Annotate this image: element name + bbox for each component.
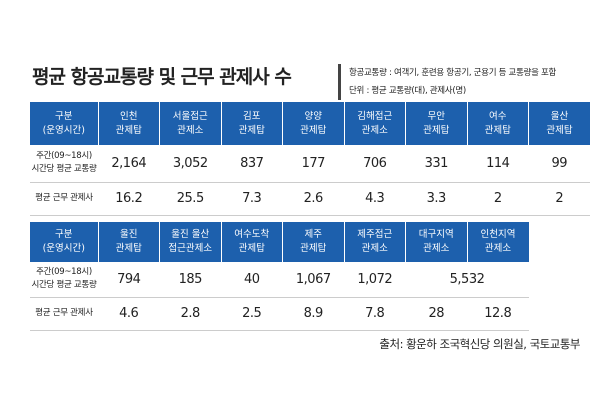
data-table: 구분 (운영시간) 울진 관제탑 울진 울산 접근관제소 여수도착 관제탑 제주 관제탑… — [30, 222, 529, 331]
column-header: 제주 관제탑 — [282, 222, 344, 262]
data-row: 주간(09~18시) 시간당 평균 교통량 2,164 3,052 837 177 706… — [30, 145, 590, 183]
cell: 4.6 — [98, 297, 160, 331]
column-header: 인천지역 관제소 — [466, 222, 529, 262]
cell: 99 — [528, 145, 590, 183]
cell: 2 — [528, 182, 590, 216]
source: 출처: 황운하 조국혁신당 의원실, 국토교통부 — [379, 337, 580, 351]
column-header: 구분 (운영시간) — [30, 222, 98, 262]
note: 항공교통량 : 여객기, 훈련용 항공기, 군용기 등 교통량을 포함 — [349, 68, 557, 78]
cell: 1,072 — [344, 262, 406, 298]
column-header: 인천 관제탑 — [97, 102, 160, 145]
column-header: 대구지역 관제소 — [405, 222, 467, 262]
data-table: 구분 (운영시간) 인천 관제탑 서울접근 관제소 김포 관제탑 양양 관제탑 김해접근 … — [30, 102, 590, 216]
cell: 331 — [405, 145, 467, 183]
cell: 40 — [221, 262, 283, 298]
cell: 5,532 — [405, 262, 529, 298]
header-row: 구분 (운영시간) 울진 관제탑 울진 울산 접근관제소 여수도착 관제탑 제주 관제탑… — [30, 222, 529, 262]
column-header: 울진 울산 접근관제소 — [159, 222, 221, 262]
cell: 2.5 — [221, 297, 283, 331]
column-header: 양양 관제탑 — [282, 102, 344, 145]
header-row: 구분 (운영시간) 인천 관제탑 서울접근 관제소 김포 관제탑 양양 관제탑 김해접근 … — [30, 102, 590, 145]
column-header: 여수 관제탑 — [466, 102, 529, 145]
cell: 8.9 — [282, 297, 344, 331]
column-header: 서울접근 관제소 — [159, 102, 221, 145]
cell: 1,067 — [282, 262, 344, 298]
cell: 12.8 — [467, 297, 529, 331]
row-label: 주간(09~18시) 시간당 평균 교통량 — [30, 145, 98, 183]
row-label: 주간(09~18시) 시간당 평균 교통량 — [30, 262, 98, 298]
cell: 2.6 — [282, 182, 344, 216]
column-header: 울산 관제탑 — [528, 102, 590, 145]
cell: 837 — [221, 145, 283, 183]
cell: 706 — [344, 145, 406, 183]
cell: 794 — [98, 262, 160, 298]
data-row: 평균 근무 관제사 4.6 2.8 2.5 8.9 7.8 28 12.8 — [30, 297, 529, 331]
column-header: 무안 관제탑 — [405, 102, 467, 145]
cell: 2.8 — [159, 297, 221, 331]
note: 단위 : 평균 교통량(대), 관제사(명) — [349, 86, 466, 96]
cell: 185 — [159, 262, 221, 298]
cell: 114 — [467, 145, 529, 183]
row-label: 평균 근무 관제사 — [30, 297, 98, 331]
cell: 3.3 — [405, 182, 467, 216]
data-row: 평균 근무 관제사 16.2 25.5 7.3 2.6 4.3 3.3 2 2 — [30, 182, 590, 216]
column-header: 울진 관제탑 — [97, 222, 160, 262]
column-header: 김해접근 관제소 — [343, 102, 406, 145]
column-header: 여수도착 관제탑 — [220, 222, 283, 262]
data-row: 주간(09~18시) 시간당 평균 교통량 794 185 40 1,067 1,072 5… — [30, 262, 529, 298]
notes: 항공교통량 : 여객기, 훈련용 항공기, 군용기 등 교통량을 포함 단위 :… — [338, 64, 556, 100]
cell: 4.3 — [344, 182, 406, 216]
cell: 7.3 — [221, 182, 283, 216]
cell: 7.8 — [344, 297, 406, 331]
cell: 2 — [467, 182, 529, 216]
cell: 2,164 — [98, 145, 160, 183]
column-header: 제주접근 관제소 — [343, 222, 406, 262]
cell: 177 — [282, 145, 344, 183]
cell: 28 — [405, 297, 467, 331]
row-label: 평균 근무 관제사 — [30, 182, 98, 216]
column-header: 김포 관제탑 — [220, 102, 283, 145]
cell: 25.5 — [159, 182, 221, 216]
cell: 16.2 — [98, 182, 160, 216]
column-header: 구분 (운영시간) — [30, 102, 98, 145]
cell: 3,052 — [159, 145, 221, 183]
title: 평균 항공교통량 및 근무 관제사 수 — [32, 66, 292, 88]
